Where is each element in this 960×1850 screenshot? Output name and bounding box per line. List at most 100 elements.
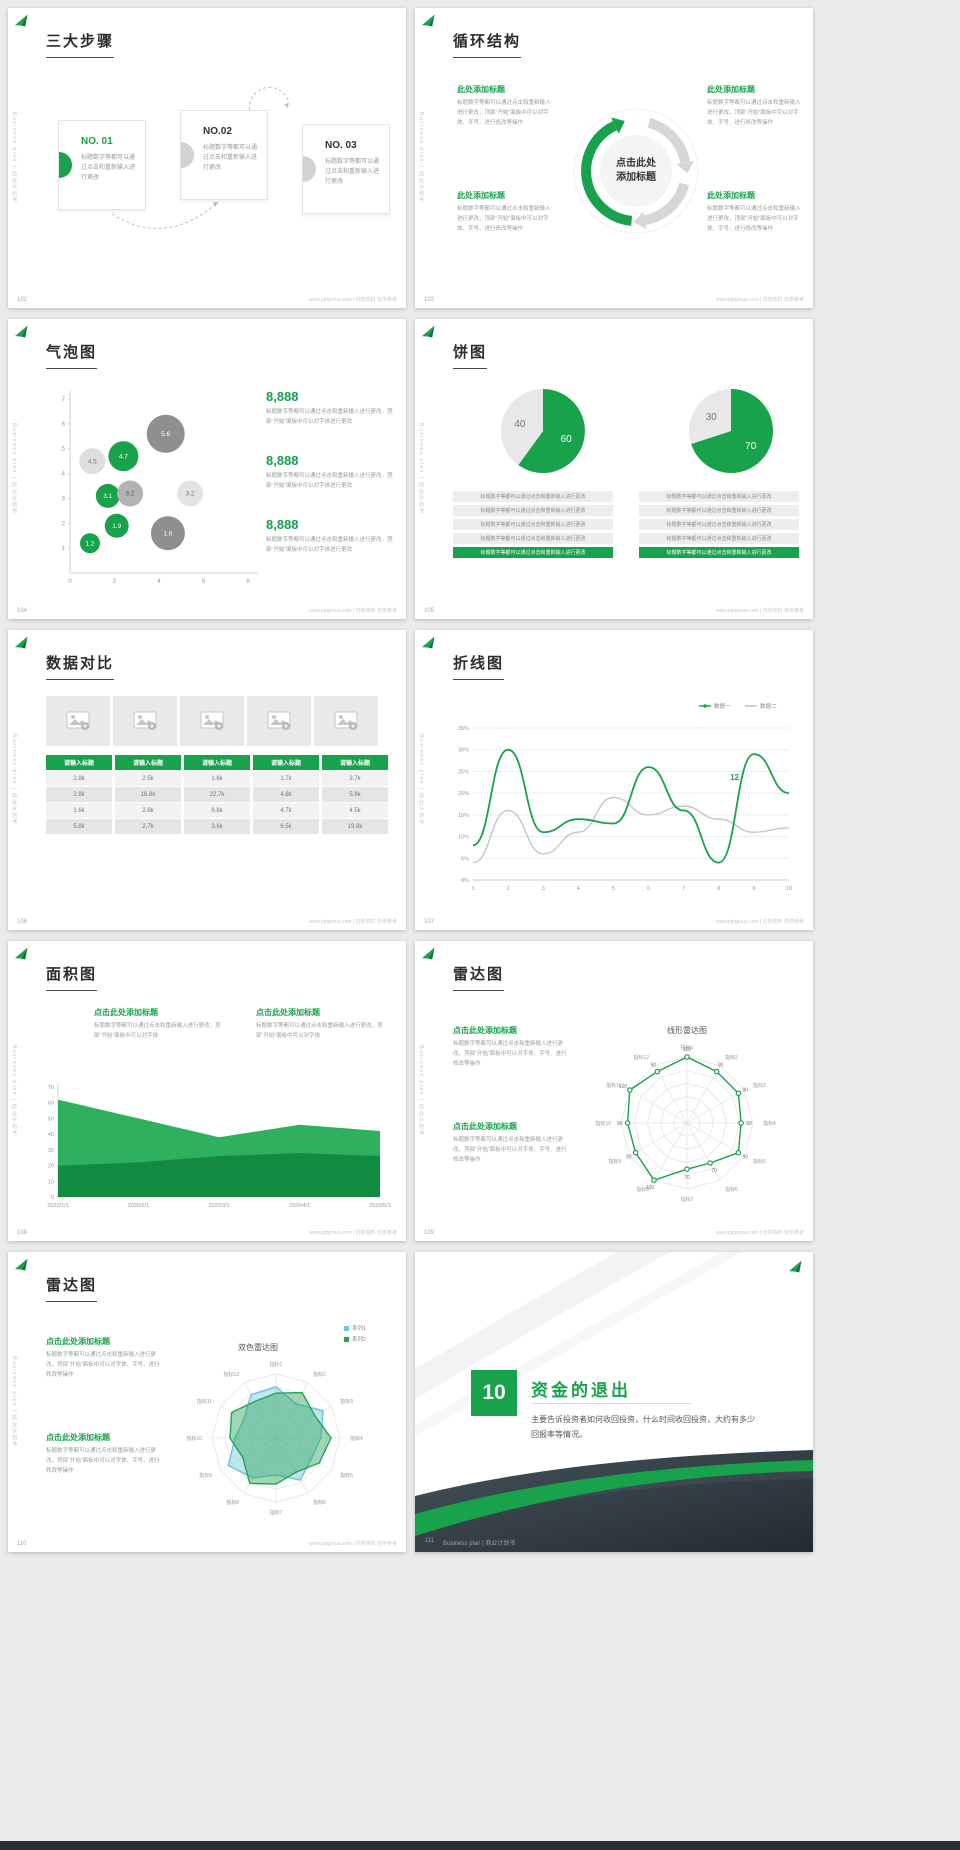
svg-text:6: 6 <box>202 579 206 585</box>
svg-text:1.2: 1.2 <box>86 540 95 547</box>
step-semicircle <box>303 156 316 182</box>
block-heading: 点击此处添加标题 <box>46 1433 110 1442</box>
bubble-chart: 1 2 3 4 5 6 7 0 2 4 6 8 4.5 4.7 5.6 3.1 3.2 3.2 1.9 1.2 1.6 <box>62 391 258 585</box>
image-placeholder-icon <box>113 696 177 746</box>
table-cell: 19.8k <box>322 819 388 834</box>
svg-text:指标12: 指标12 <box>223 1371 239 1378</box>
block-body: 标题数字等都可以通过点击和重新输入进行更改，顶部“开始”面板中可以对字体、字号、… <box>453 1137 567 1163</box>
cycle-text-block: 此处添加标题 标题数字等都可以通过点击和重新输入进行更改，顶部“开始”面板中可以… <box>707 190 803 235</box>
svg-text:指标1: 指标1 <box>681 1044 694 1051</box>
caption-row: 标题数字等都可以通过点击和重新输入进行更改 <box>453 519 613 530</box>
footer-site-text: www.pptgroua.com | 内容资料 仅供参考 <box>716 1230 804 1236</box>
svg-text:7: 7 <box>62 397 66 403</box>
slide-108-area[interactable]: Business plan | 商业计划书 面积图 点击此处添加标题 标题数字等… <box>8 941 406 1241</box>
svg-text:30: 30 <box>706 412 718 423</box>
block-heading: 点击此处添加标题 <box>46 1337 110 1346</box>
cycle-text-block: 此处添加标题 标题数字等都可以通过点击和重新输入进行更改，顶部“开始”面板中可以… <box>707 84 803 129</box>
svg-text:25%: 25% <box>458 769 469 775</box>
page-number: 104 <box>17 608 28 614</box>
sidebar-vertical-label: Business plan | 商业计划书 <box>418 423 424 515</box>
svg-text:30: 30 <box>48 1148 54 1154</box>
page-number: 107 <box>424 919 435 925</box>
svg-text:30%: 30% <box>458 748 469 754</box>
svg-text:数据一: 数据一 <box>714 702 731 710</box>
image-placeholder-icon <box>247 696 311 746</box>
table-cell: 2.5k <box>115 771 181 786</box>
svg-text:6: 6 <box>647 886 650 892</box>
slide-104-bubble[interactable]: Business plan | 商业计划书 气泡图 1 2 3 4 5 6 7 0 2 4 6 8 4.… <box>8 319 406 619</box>
table-cell: 2.6k <box>115 803 181 818</box>
slide-title: 饼图 <box>453 341 488 369</box>
brand-logo-icon <box>14 947 29 960</box>
slide-102-steps[interactable]: Business plan | 商业计划书 三大步骤 NO. 01 标题数字等都… <box>8 8 406 308</box>
footer-site-text: www.pptgroua.com | 内容资料 仅供参考 <box>309 1230 397 1236</box>
radar-text-block: 点击此处添加标题 标题数字等都可以通过点击和重新输入进行更改，顶部“开始”面板中… <box>453 1025 571 1070</box>
table-cell: 4.7k <box>253 803 319 818</box>
slide-111-section-divider[interactable]: 10 资金的退出 主要告诉投资者如何收回投资，什么时间收回投资，大约有多少回报率… <box>415 1252 813 1552</box>
footer-site-text: www.pptgroua.com | 内容资料 仅供参考 <box>309 608 397 614</box>
svg-text:指标3: 指标3 <box>753 1082 766 1089</box>
stat-value: 8,888 <box>266 453 299 468</box>
step-number: NO.02 <box>203 126 232 137</box>
slide-103-cycle[interactable]: Business plan | 商业计划书 循环结构 点击此处添加标题 此处添加… <box>415 8 813 308</box>
step-connector-arrows <box>111 86 290 229</box>
step-semicircle <box>181 142 194 168</box>
slide-title: 面积图 <box>46 963 98 991</box>
slide-110-radar-dual[interactable]: Business plan | 商业计划书 雷达图 点击此处添加标题 标题数字等… <box>8 1252 406 1552</box>
caption-row: 标题数字等都可以通过点击和重新输入进行更改 <box>639 505 799 516</box>
slide-109-radar-line[interactable]: Business plan | 商业计划书 雷达图 点击此处添加标题 标题数字等… <box>415 941 813 1241</box>
svg-text:系列2: 系列2 <box>352 1335 366 1343</box>
svg-text:5: 5 <box>612 886 615 892</box>
sidebar-vertical-label: Business plan | 商业计划书 <box>418 1045 424 1137</box>
radar-chart-dual: 指标1 指标2 指标3 指标4 指标5 指标6 指标7 指标8 指标9 指标10 指标11 指标12 双… <box>186 1324 366 1516</box>
caption-row: 标题数字等都可以通过点击和重新输入进行更改 <box>453 491 613 502</box>
sidebar-vertical-label: Business plan | 商业计划书 <box>11 734 17 826</box>
svg-text:系列1: 系列1 <box>352 1324 366 1332</box>
page-number: 105 <box>424 608 435 614</box>
svg-text:4.7: 4.7 <box>119 453 128 460</box>
sidebar-vertical-label: Business plan | 商业计划书 <box>11 423 17 515</box>
table-header-cell: 请输入标题 <box>184 755 250 770</box>
slide-106-comparison[interactable]: Business plan | 商业计划书 数据对比 请输入标题 请输入标题 请输入… <box>8 630 406 930</box>
brand-logo-icon <box>421 14 436 27</box>
svg-text:指标12: 指标12 <box>633 1054 649 1061</box>
svg-text:90: 90 <box>626 1155 632 1161</box>
svg-text:指标9: 指标9 <box>199 1472 212 1479</box>
svg-text:3: 3 <box>542 886 545 892</box>
image-placeholder-icon <box>46 696 110 746</box>
slide-105-pie[interactable]: Business plan | 商业计划书 饼图 60 40 70 30 标题数字等都… <box>415 319 813 619</box>
block-heading: 此处添加标题 <box>707 191 755 200</box>
svg-text:12: 12 <box>730 773 739 782</box>
footer-site-text: www.pptgroua.com | 内容资料 仅供参考 <box>716 297 804 303</box>
svg-text:3.2: 3.2 <box>186 491 195 498</box>
svg-text:100: 100 <box>619 1084 628 1090</box>
svg-text:指标10: 指标10 <box>595 1120 611 1127</box>
svg-text:6: 6 <box>62 422 66 428</box>
svg-text:2020/4/1: 2020/4/1 <box>289 1203 310 1209</box>
svg-text:指标11: 指标11 <box>197 1398 212 1405</box>
svg-text:90: 90 <box>617 1121 623 1127</box>
step-semicircle <box>59 152 72 178</box>
block-body: 标题数字等都可以通过点击和重新输入进行更改，顶部“开始”面板中可以对字体、字号、… <box>707 100 801 126</box>
radar-chart-line: 指标1 指标2 指标3 指标4 指标5 指标6 指标7 指标8 指标9 指标10 指标11 指标12 线… <box>595 1025 776 1203</box>
table-header-cell: 请输入标题 <box>253 755 319 770</box>
brand-logo-icon <box>421 636 436 649</box>
svg-text:60: 60 <box>48 1101 54 1107</box>
svg-text:指标5: 指标5 <box>340 1472 353 1479</box>
table-cell: 2.7k <box>115 819 181 834</box>
table-cell: 3.7k <box>322 771 388 786</box>
page-number: 108 <box>17 1230 28 1236</box>
svg-text:82: 82 <box>746 1121 752 1127</box>
stat-body: 标题数字等都可以通过点击和重新输入进行更改，顶部“开始”面板中可以对字体进行更改 <box>266 409 393 425</box>
svg-text:5.6: 5.6 <box>161 431 170 438</box>
stat-block: 8,888 标题数字等都可以通过点击和重新输入进行更改，顶部“开始”面板中可以对… <box>266 517 394 556</box>
svg-text:2: 2 <box>113 579 117 585</box>
table-cell: 2.8k <box>46 771 112 786</box>
section-body: 主要告诉投资者如何收回投资，什么时间收回投资，大约有多少回报率等情况。 <box>531 1415 755 1440</box>
block-body: 标题数字等都可以通过点击和重新输入进行更改，顶部“开始”面板中可以对字体 <box>94 1023 221 1039</box>
slide-107-line[interactable]: Business plan | 商业计划书 折线图 0% 5% 10% 15% 20% 2… <box>415 630 813 930</box>
svg-text:3: 3 <box>62 496 66 502</box>
footer-brand-text: Business plan | 商业计划书 <box>443 1541 516 1547</box>
footer-site-text: www.pptgroua.com | 内容资料 仅供参考 <box>716 919 804 925</box>
svg-text:指标1: 指标1 <box>270 1361 283 1368</box>
